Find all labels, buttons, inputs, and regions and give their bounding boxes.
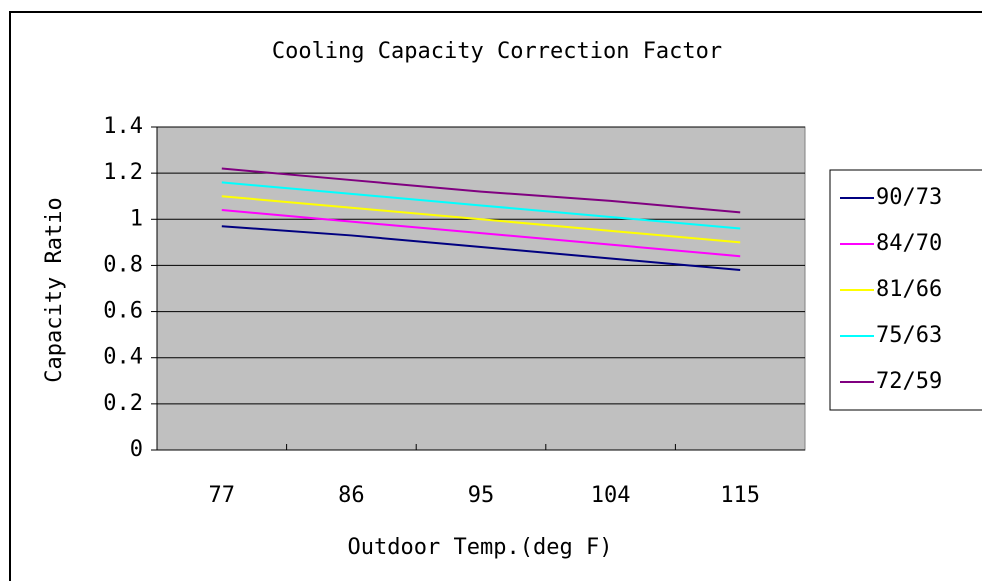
chart-title: Cooling Capacity Correction Factor	[272, 39, 722, 64]
y-tick-label: 1	[130, 206, 143, 231]
series-line	[221, 225, 741, 272]
x-tick-label: 77	[209, 483, 236, 508]
y-tick-label: 0	[130, 437, 143, 462]
legend-label: 81/66	[876, 277, 942, 302]
legend-label: 72/59	[876, 369, 942, 394]
legend-label: 84/70	[876, 231, 942, 256]
x-tick-label: 95	[468, 483, 495, 508]
y-tick-label: 0.4	[103, 345, 143, 370]
series-line	[221, 209, 741, 258]
y-tick-label: 0.6	[103, 299, 143, 324]
series-line	[221, 195, 741, 244]
x-axis-label: Outdoor Temp.(deg F)	[348, 535, 613, 560]
plot-area	[156, 126, 806, 451]
y-tick-label: 1.2	[103, 160, 143, 185]
y-tick-label: 1.4	[103, 114, 143, 139]
legend-label: 75/63	[876, 323, 942, 348]
y-tick-label: 0.8	[103, 252, 143, 277]
legend-label: 90/73	[876, 185, 942, 210]
x-tick-label: 104	[591, 483, 631, 508]
x-tick-label: 115	[720, 483, 760, 508]
x-tick-label: 86	[338, 483, 365, 508]
y-axis-label: Capacity Ratio	[42, 197, 67, 382]
y-tick-label: 0.2	[103, 391, 143, 416]
series-line	[221, 181, 741, 230]
series-line	[221, 167, 741, 214]
